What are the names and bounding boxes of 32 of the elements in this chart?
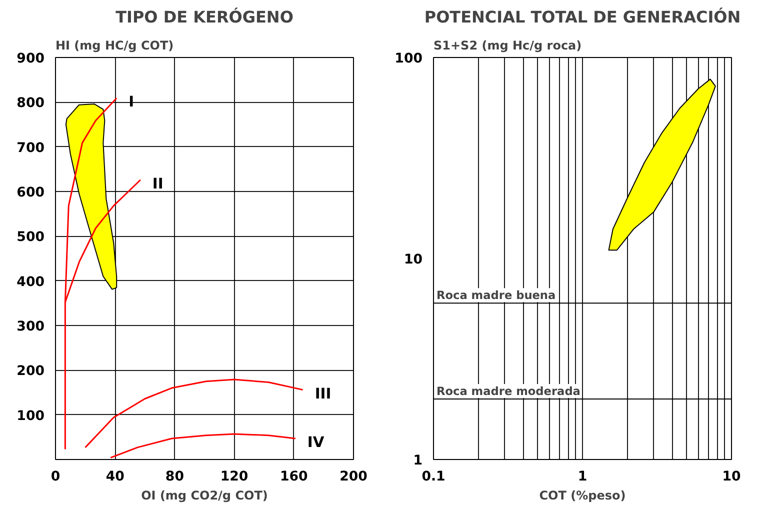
x-axis-title: OI (mg CO2/g COT) <box>141 488 268 502</box>
y-tick-label: 800 <box>16 96 45 112</box>
ref-line-label: Roca madre buena <box>436 288 556 302</box>
y-tick-label: 500 <box>16 230 45 246</box>
y-axis-title: S1+S2 (mg Hc/g roca) <box>434 38 582 52</box>
y-tick-label: 100 <box>394 52 423 66</box>
x-axis-title: COT (%peso) <box>539 488 626 502</box>
x-tick-label: 1 <box>578 470 588 484</box>
x-tick-label: 200 <box>340 470 368 484</box>
y-tick-label: 600 <box>16 186 45 200</box>
y-tick-label: 200 <box>16 364 45 380</box>
series-label: II <box>152 175 164 192</box>
y-tick-label: 300 <box>16 320 45 334</box>
series-label: IV <box>307 434 325 452</box>
x-tick-label: 80 <box>165 470 184 484</box>
chart-title: POTENCIAL TOTAL DE GENERACIÓN <box>424 8 741 26</box>
series-label: III <box>314 385 332 402</box>
y-tick-label: 900 <box>16 52 45 66</box>
x-tick-label: 120 <box>220 470 248 484</box>
chart-title: TIPO DE KERÓGENO <box>116 8 294 26</box>
y-tick-label: 1 <box>413 454 423 468</box>
x-tick-label: 0.1 <box>422 470 446 484</box>
x-tick-label: 10 <box>722 470 741 484</box>
y-tick-label: 700 <box>16 140 45 156</box>
y-tick-label: 400 <box>16 274 45 290</box>
y-axis-title: HI (mg HC/g COT) <box>56 38 174 52</box>
x-tick-label: 0 <box>50 470 60 484</box>
x-tick-label: 40 <box>106 470 124 484</box>
y-tick-label: 100 <box>16 408 45 424</box>
ref-line-label: Roca madre moderada <box>436 384 580 398</box>
x-tick-label: 160 <box>280 470 308 484</box>
y-tick-label: 10 <box>404 252 423 268</box>
